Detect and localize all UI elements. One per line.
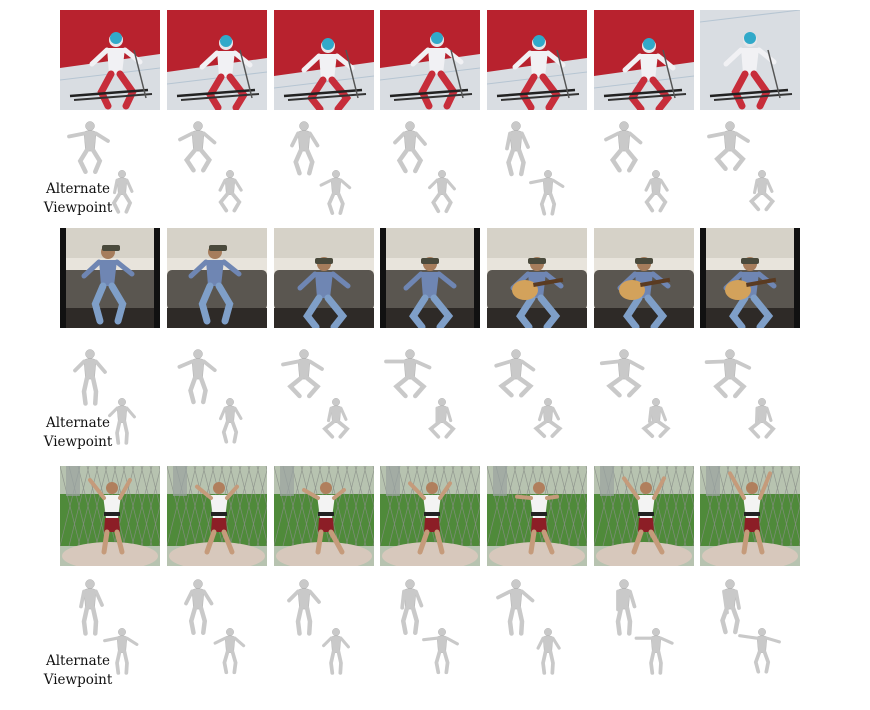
- row-label-line2: Viewpoint: [43, 200, 113, 216]
- hammer-frames-strip: [60, 466, 800, 566]
- row-label-skier: Alternate Viewpoint: [38, 180, 118, 218]
- row-label-line2: Viewpoint: [43, 672, 113, 688]
- hammer-mesh-reconstruction: [584, 570, 690, 680]
- hammer-mesh-reconstruction: [370, 570, 476, 680]
- guitar-frame: [274, 228, 374, 328]
- guitar-mesh-reconstruction: [584, 340, 690, 450]
- hammer-frame: [594, 466, 694, 566]
- hammer-reconstruction-row: [40, 570, 820, 680]
- hammer-mesh-reconstruction: [264, 570, 370, 680]
- hammer-frame: [700, 466, 800, 566]
- ski-mesh-reconstruction: [584, 112, 690, 222]
- guitar-mesh-reconstruction: [476, 340, 582, 450]
- guitar-frame: [167, 228, 267, 328]
- ski-mesh-reconstruction: [264, 112, 370, 222]
- hammer-mesh-reconstruction: [690, 570, 796, 680]
- hammer-frame: [380, 466, 480, 566]
- guitar-frame: [60, 228, 160, 328]
- hammer-frame: [60, 466, 160, 566]
- hammer-mesh-reconstruction: [476, 570, 582, 680]
- skier-frame: [274, 10, 374, 110]
- ski-mesh-reconstruction: [370, 112, 476, 222]
- hammer-frame: [167, 466, 267, 566]
- skier-frame: [487, 10, 587, 110]
- row-label-hammer: Alternate Viewpoint: [38, 652, 118, 690]
- hammer-mesh-reconstruction: [158, 570, 264, 680]
- skier-frames-strip: [60, 10, 800, 110]
- hammer-frame: [274, 466, 374, 566]
- guitar-mesh-reconstruction: [264, 340, 370, 450]
- row-label-line1: Alternate: [45, 653, 111, 669]
- skier-frame: [700, 10, 800, 110]
- skier-frame: [167, 10, 267, 110]
- skier-frame: [60, 10, 160, 110]
- hammer-frame: [487, 466, 587, 566]
- row-label-line2: Viewpoint: [43, 434, 113, 450]
- row-label-guitar: Alternate Viewpoint: [38, 414, 118, 452]
- ski-mesh-reconstruction: [158, 112, 264, 222]
- guitar-frame: [380, 228, 480, 328]
- guitar-frame: [487, 228, 587, 328]
- guitar-mesh-reconstruction: [690, 340, 796, 450]
- row-label-line1: Alternate: [45, 415, 111, 431]
- guitar-mesh-reconstruction: [370, 340, 476, 450]
- ski-mesh-reconstruction: [50, 112, 156, 222]
- ski-mesh-reconstruction: [476, 112, 582, 222]
- guitar-mesh-reconstruction: [50, 340, 156, 450]
- ski-mesh-reconstruction: [690, 112, 796, 222]
- skier-frame: [380, 10, 480, 110]
- hammer-mesh-reconstruction: [50, 570, 156, 680]
- row-label-line1: Alternate: [45, 181, 111, 197]
- guitar-mesh-reconstruction: [158, 340, 264, 450]
- skier-frame: [594, 10, 694, 110]
- guitar-frames-strip: [60, 228, 800, 328]
- guitar-frame: [700, 228, 800, 328]
- guitar-frame: [594, 228, 694, 328]
- skier-reconstruction-row: [40, 112, 820, 222]
- guitar-reconstruction-row: [40, 340, 820, 450]
